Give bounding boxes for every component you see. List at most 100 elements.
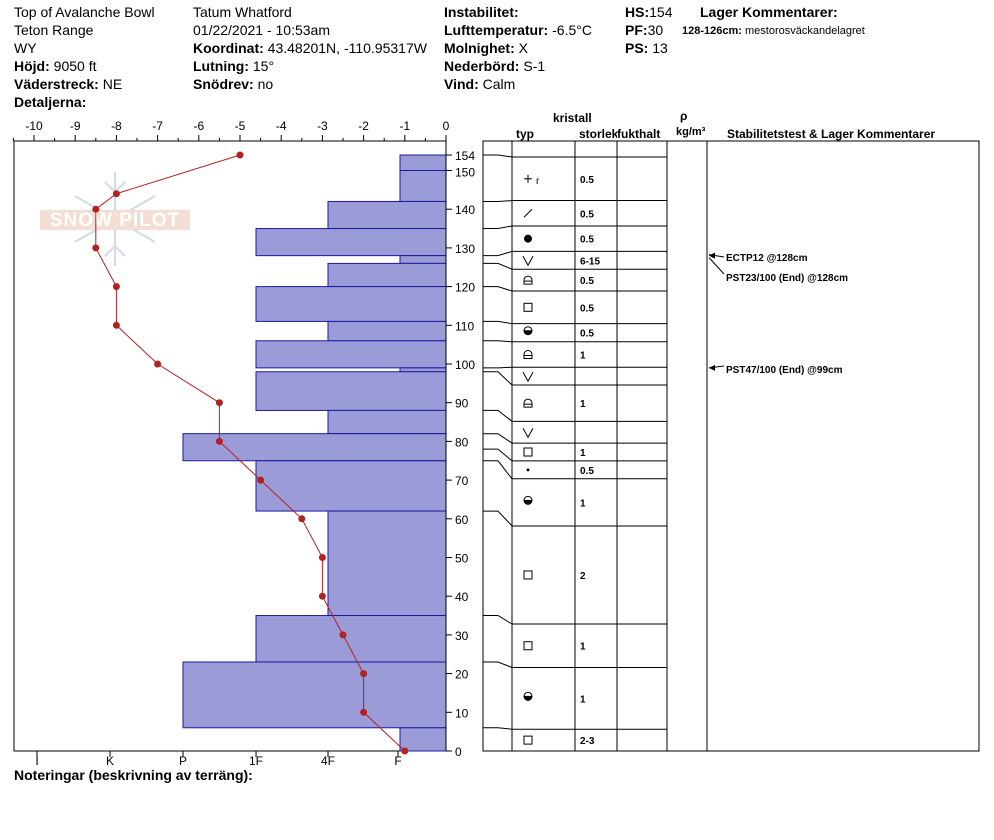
layer-connector — [483, 262, 513, 270]
wind-row: Vind: Calm — [444, 76, 515, 93]
grain-size-value: 0.5 — [580, 235, 594, 246]
observation-datetime: 01/22/2021 - 10:53am — [193, 22, 330, 38]
layer-connector — [483, 371, 513, 386]
hs-value: 154 — [649, 4, 673, 20]
grain-size-value: 2-3 — [580, 736, 595, 747]
hardness-bar — [255, 615, 447, 663]
table-frame — [482, 140, 980, 752]
observer-name: Tatum Whatford — [193, 4, 292, 20]
temperature-tick-label: -7 — [152, 119, 163, 133]
height-tick-label: 90 — [455, 397, 469, 411]
layer-connector — [483, 510, 513, 527]
coordinate-row: Koordinat: 43.48201N, -110.95317W — [193, 40, 427, 57]
temperature-tick-label: -2 — [358, 119, 369, 133]
pf-value: 30 — [647, 22, 664, 38]
layer-comment-range: 128-126cm: — [682, 25, 742, 37]
rounded-grain-icon — [524, 234, 532, 243]
hardness-bar — [399, 255, 447, 264]
instability-label: Instabilitet: — [444, 4, 519, 20]
grain-size-value: 1 — [580, 351, 586, 362]
elevation-label: Höjd: — [14, 58, 50, 74]
temperature-point — [112, 321, 120, 329]
range-name: Teton Range — [14, 22, 94, 38]
melt-form-icon — [523, 330, 533, 336]
stability-tests: ECTP12 @128cm PST23/100 (End) @128cm PST47… — [708, 252, 848, 376]
layer-comment-text: mestorosväckandelagret — [745, 25, 865, 37]
layer-connector — [483, 366, 513, 369]
hardness-bar — [399, 367, 447, 373]
height-tick-label: 10 — [455, 706, 469, 720]
stability-test-pointer — [708, 257, 725, 275]
temperature-tick-label: -3 — [317, 119, 328, 133]
layer-connector — [483, 340, 513, 343]
temperature-tick-label: -4 — [276, 119, 287, 133]
details-label: Detaljerna: — [14, 94, 87, 110]
wind-value: Calm — [482, 76, 516, 92]
melt-form-icon — [523, 691, 533, 697]
layer-connector — [483, 286, 513, 292]
melt-form-icon — [523, 499, 533, 505]
stability-test-label: PST23/100 (End) @128cm — [726, 273, 848, 284]
hardness-bar — [327, 200, 447, 230]
small-grain-icon — [526, 468, 530, 472]
temperature-profile — [92, 151, 409, 755]
grain-size-value: 1 — [580, 694, 586, 705]
height-tick-label: 154 — [455, 149, 475, 163]
hs-row: HS:154 — [625, 4, 672, 21]
hardness-bar — [399, 154, 447, 172]
hardness-bar — [255, 371, 447, 411]
instability-row: Instabilitet: — [444, 4, 519, 21]
hardness-tick-label: F — [394, 754, 401, 768]
precip-row: Nederbörd: S-1 — [444, 58, 545, 75]
elevation-row: Höjd: 9050 ft — [14, 58, 96, 75]
layer-connector — [483, 448, 513, 462]
height-tick-label: 150 — [455, 166, 475, 180]
temperature-tick-label: -10 — [25, 119, 43, 133]
slope-row: Lutning: 15° — [193, 58, 274, 75]
drift-label: Snödrev: — [193, 76, 254, 92]
moisture-header: fukthalt — [617, 127, 661, 141]
temperature-point — [401, 747, 409, 755]
hardness-bar — [255, 286, 447, 322]
temperature-point — [236, 151, 244, 159]
hardness-bar — [399, 170, 447, 202]
sky-row: Molnighet: X — [444, 40, 528, 57]
temperature-point — [92, 205, 100, 213]
temperature-axis: -10 -9 -8 -7 -6 -5 -4 -3 -2 -1 0 — [12, 119, 450, 142]
height-tick-label: 0 — [455, 745, 462, 759]
layer-connector — [483, 225, 513, 229]
temperature-point — [360, 670, 368, 678]
precip-value: S-1 — [523, 58, 546, 74]
hs-label: HS: — [625, 4, 650, 20]
hardness-bar — [327, 320, 447, 342]
facet-icon — [523, 447, 533, 457]
temperature-tick-label: -8 — [111, 119, 122, 133]
grain-size-value: 0.5 — [580, 329, 594, 340]
height-tick-label: 70 — [455, 474, 469, 488]
facet-icon — [523, 302, 533, 312]
height-tick-label: 20 — [455, 668, 469, 682]
temperature-point — [92, 244, 100, 252]
ps-row: PS: 13 — [625, 40, 668, 57]
temperature-point — [215, 399, 223, 407]
slope-label: Lutning: — [193, 58, 249, 74]
layer-connector — [483, 727, 513, 730]
hardness-bar — [182, 433, 447, 462]
layer-connector — [483, 154, 513, 158]
hardness-tick-label: P — [179, 754, 187, 768]
temperature-tick-label: 0 — [443, 119, 450, 133]
grain-size-value: 0.5 — [580, 209, 594, 220]
rounding-facet-icon — [523, 275, 533, 285]
stability-test-arrow — [709, 252, 715, 259]
aspect-value: NE — [102, 76, 123, 92]
density-unit-header: kg/m³ — [676, 126, 706, 138]
facet-icon — [523, 570, 533, 580]
layers-table: r 0.5 0.5 0.5 6-15 0.5 0.5 0.5 1 1 1 0.5 1 2 1 1 2-3 — [482, 140, 980, 752]
height-tick-label: 40 — [455, 590, 469, 604]
depth-hoar-icon — [522, 371, 534, 383]
ps-value: 13 — [652, 40, 668, 56]
pf-label: PF: — [625, 22, 648, 38]
location-name: Top of Avalanche Bowl — [14, 4, 155, 20]
layer-connector — [483, 200, 513, 202]
snowpilot-watermark: SNOW PILOT — [40, 172, 190, 266]
